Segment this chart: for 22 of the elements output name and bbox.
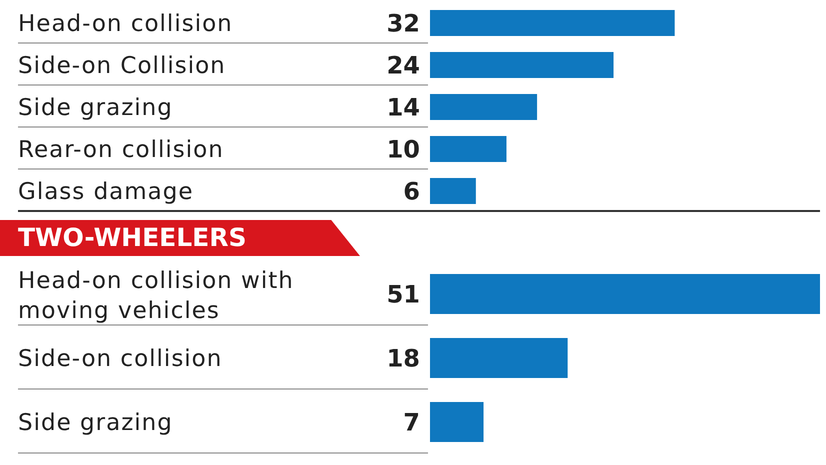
bar (430, 52, 614, 78)
data-label: 18 (386, 344, 420, 373)
data-label: 24 (386, 52, 420, 80)
y-tick-label: Glass damage (18, 179, 194, 205)
data-label: 7 (403, 408, 420, 437)
text: TWO-WHEELERS (0, 220, 360, 256)
data-label: 10 (386, 136, 420, 164)
y-tick-label: Side-on Collision (18, 53, 226, 79)
data-label: 32 (386, 10, 420, 38)
y-tick-label: Head-on collision (18, 11, 233, 37)
bar (430, 178, 476, 204)
data-label: 6 (403, 178, 420, 206)
y-tick-label: Side grazing (18, 410, 173, 436)
y-tick-label: Head-on collision with moving vehicles (18, 268, 294, 324)
y-tick-label: Rear-on collision (18, 137, 224, 163)
data-label: 14 (386, 94, 420, 122)
y-tick-label: Side-on collision (18, 346, 222, 372)
bar (430, 136, 506, 162)
bar (430, 94, 538, 120)
data-label: 51 (386, 280, 420, 309)
y-tick-label: Side grazing (18, 95, 173, 121)
bar (430, 10, 675, 36)
